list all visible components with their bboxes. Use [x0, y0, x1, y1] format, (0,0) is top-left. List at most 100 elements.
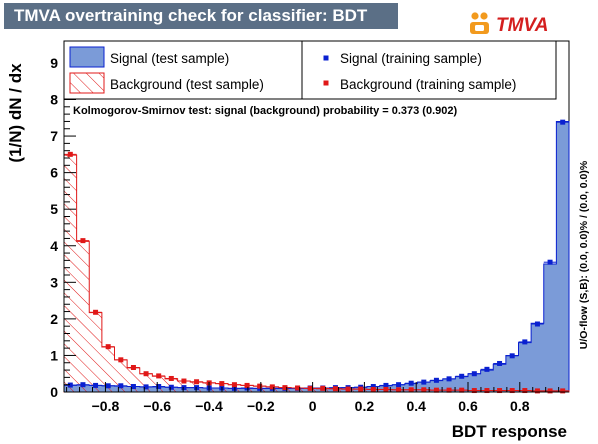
- plot-title: TMVA overtraining check for classifier: …: [4, 3, 398, 29]
- legend-label-background-test: Background (test sample): [110, 77, 264, 92]
- background-training-point: [165, 375, 178, 381]
- signal-test-outline: [63, 120, 570, 393]
- signal-training-point: [379, 382, 393, 388]
- legend-swatch-background-test: [69, 72, 105, 94]
- signal-training-point: [89, 382, 102, 388]
- background-training-point: [329, 386, 342, 392]
- background-training-point: [518, 388, 532, 394]
- background-training-point: [468, 388, 481, 394]
- background-training-point: [152, 373, 165, 379]
- overflow-text: U/O-flow (S,B): (0.0, 0.0)% / (0.0, 0.0)…: [578, 160, 590, 349]
- x-tick-label: 0: [309, 398, 317, 414]
- background-training-point: [114, 357, 128, 363]
- y-tick-label: 4: [50, 238, 58, 254]
- x-tick-label: −0.8: [92, 398, 120, 414]
- background-training-point: [266, 384, 279, 390]
- background-training-point: [139, 371, 153, 377]
- background-training-point: [417, 387, 431, 393]
- signal-training-point: [404, 380, 418, 386]
- background-training-point: [278, 385, 292, 391]
- signal-training-point: [430, 377, 443, 383]
- signal-training-point: [240, 385, 254, 391]
- legend-label-signal-train: Signal (training sample): [340, 51, 482, 66]
- background-test-histogram: [63, 154, 570, 393]
- y-tick-label: 5: [50, 201, 58, 217]
- background-training-point: [316, 385, 330, 391]
- signal-training-point: [177, 385, 191, 391]
- background-training-point: [89, 309, 102, 315]
- signal-training-point: [493, 360, 506, 366]
- y-tick-label: 8: [50, 92, 58, 108]
- y-tick-label: 7: [50, 128, 58, 144]
- y-tick-label: 0: [50, 384, 58, 400]
- signal-training-point: [417, 379, 431, 385]
- signal-training-point: [442, 376, 456, 382]
- x-tick-label: 0.6: [458, 398, 478, 414]
- y-tick-label: 2: [50, 311, 58, 327]
- background-training-point: [303, 385, 317, 391]
- signal-test-histogram: [63, 120, 570, 393]
- background-training-point: [177, 378, 191, 384]
- background-training-point: [228, 382, 241, 388]
- background-training-point: [253, 383, 266, 389]
- x-tick-label: −0.4: [195, 398, 223, 414]
- background-training-point: [101, 344, 115, 350]
- x-tick-label: 0.2: [355, 398, 375, 414]
- background-training-point: [493, 388, 506, 394]
- background-training-point: [430, 387, 443, 393]
- legend-label-background-train: Background (training sample): [340, 77, 516, 92]
- background-training-points: [64, 151, 569, 394]
- legend-label-signal-test: Signal (test sample): [110, 51, 229, 66]
- signal-training-point: [152, 384, 165, 390]
- signal-training-point: [165, 384, 178, 390]
- background-training-point: [190, 379, 203, 385]
- background-training-point: [480, 388, 494, 394]
- signal-training-point: [556, 119, 569, 125]
- background-training-point: [291, 385, 304, 391]
- signal-training-points: [64, 119, 569, 391]
- signal-training-point: [101, 383, 115, 389]
- background-test-outline: [63, 154, 570, 393]
- background-training-point: [127, 365, 140, 371]
- x-axis-label: BDT response: [452, 422, 567, 441]
- signal-training-point: [480, 366, 494, 372]
- background-training-point: [505, 388, 519, 394]
- x-tick-label: −0.2: [247, 398, 275, 414]
- y-tick-label: 3: [50, 274, 58, 290]
- signal-training-point: [531, 321, 544, 327]
- y-axis-label: (1/N) dN / dx: [6, 63, 25, 163]
- legend-marker-background-train: [323, 80, 329, 86]
- logo-text: TMVA: [496, 15, 548, 36]
- background-training-point: [341, 386, 355, 392]
- background-training-point: [404, 387, 418, 393]
- signal-training-point: [455, 373, 468, 379]
- legend-marker-signal-train: [323, 55, 329, 61]
- signal-training-point: [76, 382, 90, 388]
- signal-training-point: [139, 384, 153, 390]
- x-tick-label: −0.6: [143, 398, 171, 414]
- legend-box-right: [301, 40, 557, 100]
- y-tick-label: 9: [50, 55, 58, 71]
- x-tick-label: 0.8: [510, 398, 530, 414]
- ks-test-text: Kolmogorov-Smirnov test: signal (backgro…: [73, 105, 457, 117]
- y-tick-label: 1: [50, 347, 58, 363]
- signal-training-point: [367, 384, 380, 390]
- background-training-point: [64, 151, 77, 157]
- legend: Signal (test sample) Background (test sa…: [63, 40, 557, 100]
- signal-training-point: [543, 259, 557, 265]
- signal-training-point: [468, 371, 481, 377]
- logo-icon: [470, 12, 489, 34]
- tmva-logo: TMVA: [470, 12, 548, 36]
- signal-training-point: [114, 383, 128, 389]
- legend-swatch-signal-test: [69, 46, 105, 68]
- background-training-point: [442, 387, 456, 393]
- y-tick-label: 6: [50, 165, 58, 181]
- signal-training-point: [518, 339, 532, 345]
- background-training-point: [455, 387, 468, 393]
- signal-training-point: [127, 384, 140, 390]
- background-training-point: [215, 381, 229, 387]
- background-training-point: [240, 382, 254, 388]
- signal-training-point: [505, 353, 519, 359]
- signal-training-point: [392, 382, 405, 388]
